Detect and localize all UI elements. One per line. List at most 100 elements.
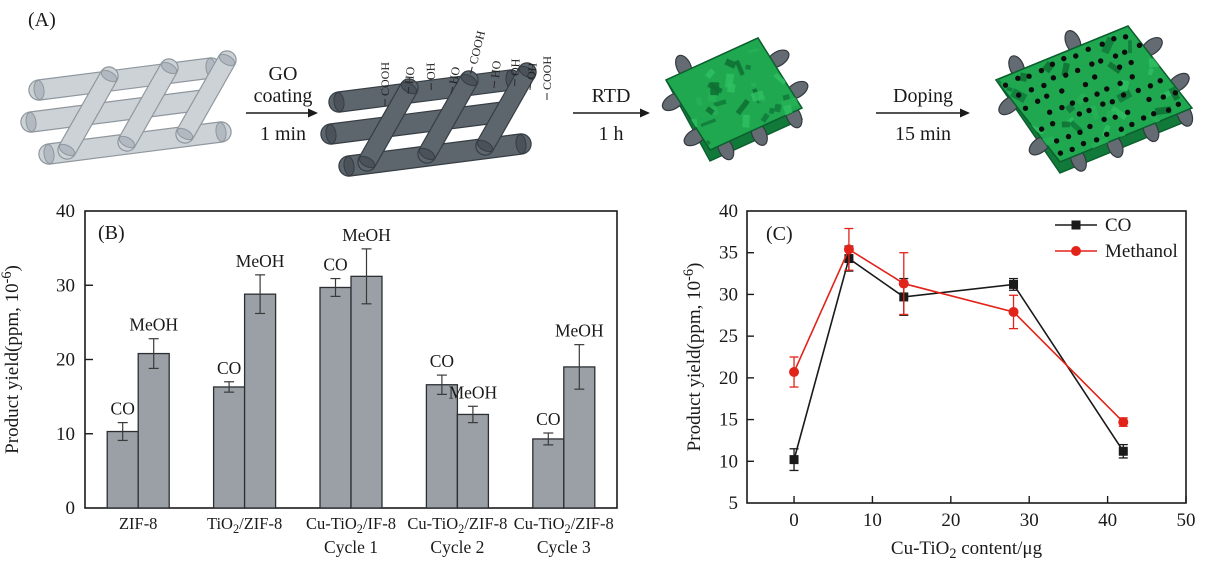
y-tick-label: 10	[56, 424, 75, 445]
series-co	[789, 245, 1128, 472]
texture-flake	[1061, 62, 1070, 77]
y-tick-label: 25	[719, 326, 738, 347]
rod-end-cap	[33, 80, 45, 100]
functional-group-label: COOH	[540, 56, 554, 100]
dopant-dot	[1109, 99, 1116, 105]
panel-c-line-chart: 5 10 15 20 25 30 35 40 0 10 20 30 40 50 Cu-TiO2 conten…	[681, 201, 1196, 562]
dopant-dot	[1136, 42, 1143, 49]
category-label: Cu-TiO2/ZIF-8	[514, 514, 614, 536]
arrow-bottom-label: 15 min	[895, 123, 951, 145]
texture-flake	[750, 82, 757, 88]
rod-body	[176, 51, 236, 143]
bar-annotation: MeOH	[555, 321, 604, 341]
co-bar	[319, 286, 352, 509]
dopant-dot	[1172, 90, 1179, 96]
rod-end-cap	[333, 92, 345, 112]
panel-b-bar-chart: 0 10 20 30 40 Product yield(ppm, 10-6) (B) CO Me…	[0, 201, 618, 557]
bar-annotation: MeOH	[129, 315, 178, 335]
legend-marker	[1071, 220, 1081, 230]
dopant-dot	[1150, 111, 1157, 117]
category-label: Cu-TiO2/IF-8	[306, 514, 396, 536]
rod-end-cap	[358, 155, 376, 169]
co-bar	[425, 384, 459, 509]
rod-body	[21, 90, 213, 132]
dopant-dot	[1038, 126, 1045, 132]
dopant-dot	[1160, 94, 1167, 100]
dopant-dot	[1082, 81, 1089, 88]
dopant-dot	[1147, 83, 1154, 89]
dopant-dot	[1049, 61, 1056, 67]
dopant-dot	[1002, 82, 1009, 88]
texture-flake	[750, 90, 765, 102]
x-tick-label: 40	[1098, 510, 1117, 531]
texture-flake	[1091, 137, 1110, 151]
dopant-dot	[1074, 67, 1081, 74]
texture-flake	[727, 83, 736, 93]
series-line	[793, 248, 1124, 423]
dopant-dot	[1112, 53, 1119, 59]
dopant-dot	[1069, 146, 1075, 153]
texture-flake	[1110, 106, 1128, 121]
rod-body	[118, 59, 178, 151]
dopant-dot	[1077, 129, 1083, 136]
panel-c-label: (C)	[766, 223, 793, 245]
dopant-dot	[1065, 133, 1072, 140]
bar-annotation: MeOH	[236, 251, 285, 271]
functional-group-text: HO	[488, 60, 504, 79]
rod-end-cap	[518, 65, 536, 79]
dopant-dot	[1086, 107, 1092, 114]
texture-flake	[705, 106, 715, 116]
dopant-dot	[1041, 82, 1047, 89]
functional-group-text: OH	[508, 58, 523, 76]
functional-group-label: COOH	[378, 62, 392, 106]
x-tick-label: 30	[1020, 510, 1039, 531]
dopant-dot	[1120, 92, 1127, 98]
texture-flake	[1101, 36, 1115, 55]
texture-flake	[1019, 72, 1028, 82]
texture-flake	[742, 114, 750, 128]
dopant-dot	[1038, 67, 1045, 74]
dopant-dot	[1146, 96, 1152, 103]
functional-group-text: OH	[423, 62, 438, 80]
bond-line	[407, 86, 410, 95]
dopant-dot	[1073, 53, 1079, 59]
arrow-bottom-label: 1 h	[599, 123, 624, 145]
texture-flake	[773, 72, 787, 85]
dopant-dot	[1015, 75, 1021, 81]
dopant-dot	[1057, 150, 1064, 156]
functional-group-text: OH	[524, 62, 540, 81]
cycle-label: Cycle 1	[324, 537, 378, 557]
texture-flake	[773, 103, 782, 113]
dopant-dot	[1103, 131, 1110, 137]
dopant-dot	[1034, 98, 1041, 104]
legend-label: CO	[1105, 215, 1131, 236]
data-point-marker	[1008, 306, 1019, 317]
y-tick-label: 0	[66, 498, 76, 519]
dopant-dot	[1118, 126, 1125, 132]
rod-body	[476, 63, 536, 155]
dopant-dot	[1085, 46, 1091, 52]
cycle-label: Cycle 2	[430, 537, 484, 557]
dopant-dot	[1100, 101, 1106, 107]
data-point-marker	[789, 455, 799, 465]
dopant-dot	[1089, 61, 1095, 67]
texture-flake	[996, 75, 1002, 85]
y-tick-label: 30	[719, 284, 738, 305]
data-point-marker	[1118, 417, 1129, 428]
texture-flake	[710, 82, 720, 96]
dopant-dot	[1028, 87, 1035, 93]
dopant-dot	[1059, 88, 1065, 94]
rod-body	[358, 79, 418, 171]
rod-end-cap	[218, 53, 236, 67]
panel-b-label: (B)	[98, 222, 125, 244]
dopant-dot	[1092, 74, 1098, 80]
dopant-dot	[1112, 114, 1118, 120]
cu-doped-green-composite	[994, 25, 1194, 174]
rod-end-cap	[25, 112, 37, 132]
plot-border	[746, 210, 1187, 504]
panel-a-label: (A)	[28, 9, 56, 31]
texture-flake	[1101, 124, 1111, 138]
